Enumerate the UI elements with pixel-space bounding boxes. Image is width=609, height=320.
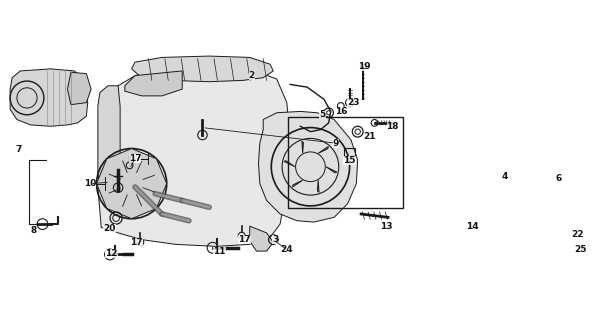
Text: 5: 5: [320, 110, 326, 119]
Polygon shape: [319, 147, 328, 153]
Polygon shape: [98, 67, 290, 246]
Text: 20: 20: [103, 224, 116, 233]
Text: 13: 13: [380, 222, 392, 231]
Text: 22: 22: [571, 230, 583, 239]
Text: 18: 18: [387, 122, 399, 131]
Polygon shape: [302, 141, 303, 153]
Text: 24: 24: [281, 245, 293, 254]
Bar: [479, 224, 485, 232]
Text: 21: 21: [364, 132, 376, 141]
Polygon shape: [132, 56, 273, 82]
Text: 14: 14: [466, 222, 479, 231]
Text: 3: 3: [272, 235, 278, 244]
Text: 9: 9: [333, 139, 339, 148]
Text: 17: 17: [238, 235, 251, 244]
Text: 8: 8: [30, 226, 37, 236]
Text: 23: 23: [347, 98, 360, 107]
Text: 7: 7: [16, 145, 22, 154]
Polygon shape: [326, 167, 337, 173]
Text: 25: 25: [574, 244, 586, 253]
Polygon shape: [258, 111, 357, 222]
Text: 2: 2: [248, 71, 255, 80]
Text: 12: 12: [105, 249, 118, 258]
Text: 11: 11: [213, 247, 225, 256]
Text: 15: 15: [343, 156, 356, 164]
Bar: [361, 64, 366, 68]
Polygon shape: [68, 72, 91, 105]
Text: 17: 17: [128, 154, 141, 163]
Polygon shape: [96, 148, 167, 219]
Polygon shape: [292, 180, 303, 187]
Polygon shape: [98, 86, 120, 190]
Text: 6: 6: [555, 174, 562, 183]
Text: 19: 19: [358, 62, 371, 71]
Polygon shape: [493, 184, 518, 221]
Polygon shape: [125, 71, 182, 96]
Text: 17: 17: [130, 238, 143, 247]
Polygon shape: [250, 226, 273, 251]
Text: 4: 4: [502, 172, 508, 181]
Bar: [287, 117, 403, 207]
Text: 16: 16: [334, 107, 347, 116]
Polygon shape: [284, 161, 295, 167]
Polygon shape: [10, 69, 88, 126]
Polygon shape: [317, 180, 319, 192]
Text: 10: 10: [83, 179, 96, 188]
